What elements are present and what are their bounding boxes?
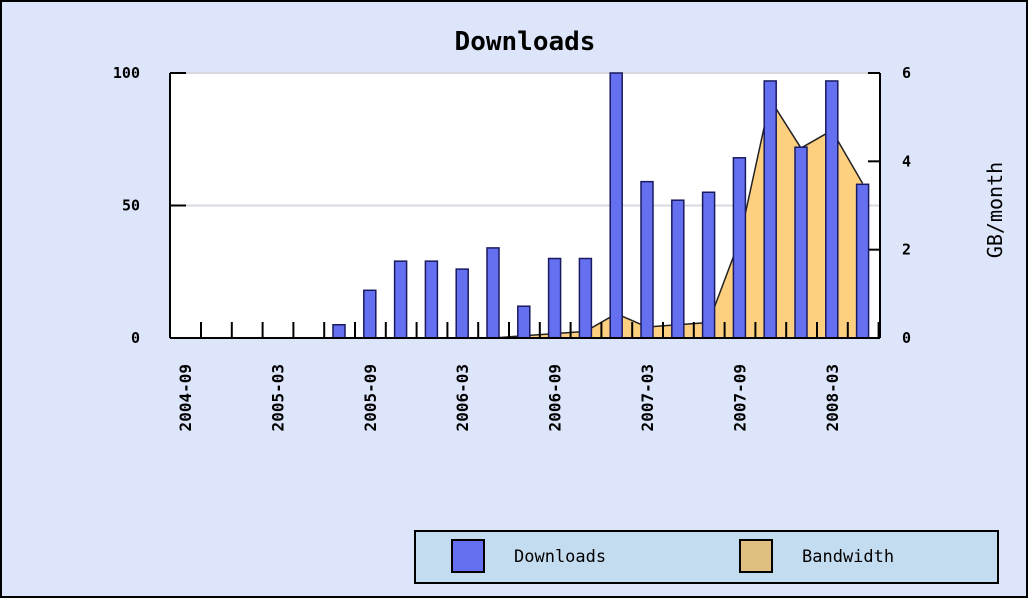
- bar: [332, 324, 346, 339]
- x-tick-label: 2008-03: [823, 364, 842, 431]
- bar: [578, 257, 593, 339]
- y-tick-label: 100: [113, 64, 140, 82]
- y2-tick-label: 2: [902, 241, 911, 259]
- bar: [547, 257, 562, 339]
- x-tick-label: 2007-09: [730, 364, 749, 431]
- bar: [517, 305, 531, 339]
- x-tick-label: 2004-09: [176, 364, 195, 431]
- x-tick-label: 2007-03: [638, 364, 657, 431]
- legend-swatch: [451, 539, 485, 573]
- bar: [794, 146, 808, 339]
- bar: [855, 183, 870, 339]
- legend-label: Downloads: [514, 547, 606, 567]
- legend: Downloads Bandwidth: [414, 530, 999, 584]
- y2-axis-label: GB/month: [983, 162, 1007, 258]
- bar: [825, 80, 839, 339]
- x-tick-label: 2006-03: [453, 364, 472, 431]
- chart-title: Downloads: [455, 27, 596, 57]
- bar: [363, 289, 377, 339]
- x-tick-label: 2006-09: [546, 364, 565, 431]
- bar: [393, 260, 408, 339]
- y2-tick-label: 4: [902, 152, 911, 170]
- legend-label: Bandwidth: [802, 547, 894, 567]
- legend-box: [414, 530, 999, 584]
- x-tick-label: 2005-09: [361, 364, 380, 431]
- bar: [424, 260, 439, 339]
- bar: [486, 247, 500, 339]
- y2-tick-label: 6: [902, 64, 911, 82]
- y-tick-label: 0: [131, 329, 140, 347]
- bar: [609, 72, 623, 339]
- bar: [701, 191, 716, 339]
- legend-swatch: [739, 539, 773, 573]
- bar: [640, 180, 654, 339]
- y-tick-label: 50: [122, 197, 140, 215]
- x-tick-label: 2005-03: [268, 364, 287, 431]
- bar: [732, 157, 747, 339]
- bar: [671, 199, 685, 339]
- bar: [455, 268, 469, 339]
- bar: [763, 80, 777, 339]
- y2-tick-label: 0: [902, 329, 911, 347]
